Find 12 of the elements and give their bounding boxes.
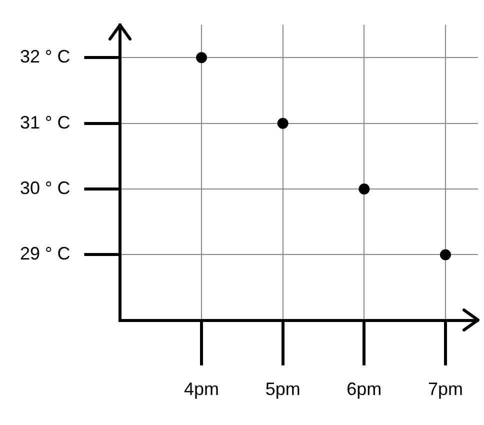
point <box>440 249 451 260</box>
y-tick-label: 32 ° C <box>20 46 70 67</box>
y-tick-label: 31 ° C <box>20 112 70 132</box>
x-tick-label: 5pm <box>265 379 300 400</box>
point <box>277 118 288 129</box>
x-tick-label: 7pm <box>428 379 463 400</box>
point <box>358 184 370 195</box>
x-tick-label: 4pm <box>184 379 220 400</box>
y-tick-label: 30 ° C <box>20 178 70 198</box>
y-tick-label: 29 ° C <box>20 244 70 264</box>
point <box>196 52 208 64</box>
x-tick-label: 6pm <box>346 379 382 400</box>
